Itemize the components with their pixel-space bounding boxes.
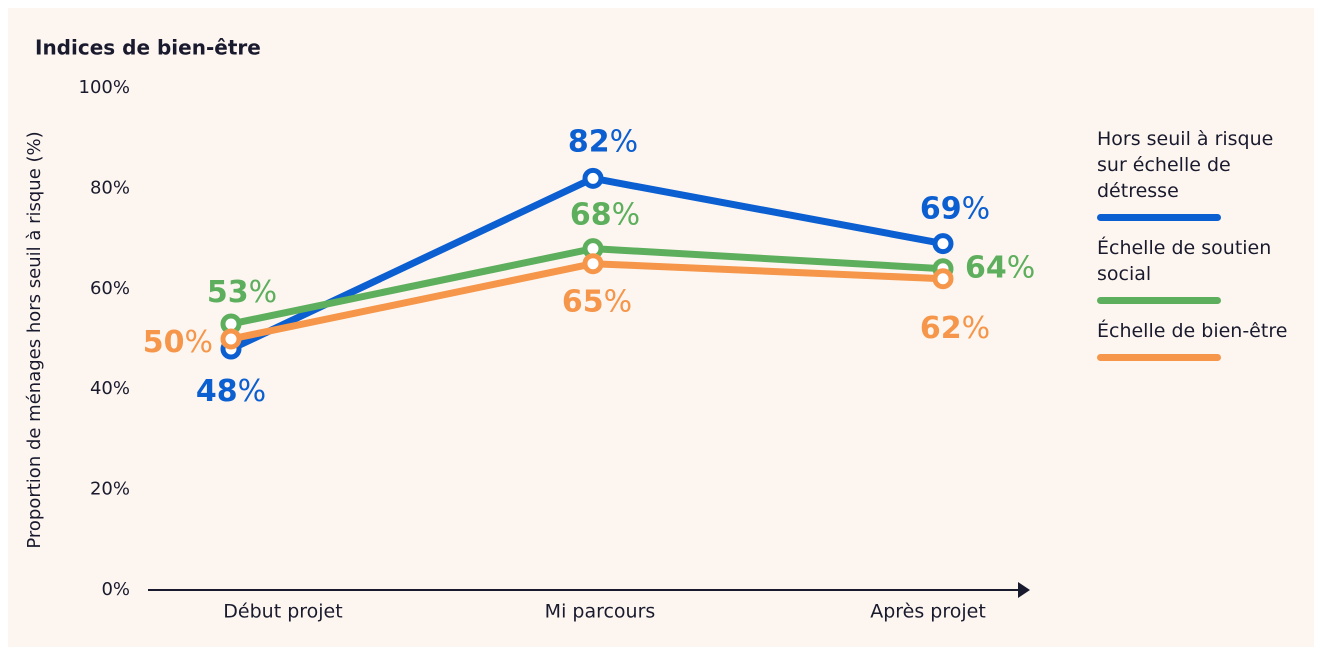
- legend-item: Échelle de soutien social: [1097, 235, 1302, 304]
- y-tick-label: 0%: [101, 579, 130, 600]
- data-label-number: 50: [143, 325, 185, 360]
- x-tick-label: Après projet: [870, 601, 986, 623]
- data-label-unit: %: [1007, 250, 1036, 285]
- data-label-number: 68: [570, 197, 612, 232]
- point: [582, 167, 604, 189]
- data-label: 50%: [143, 325, 213, 360]
- data-label-unit: %: [962, 310, 991, 345]
- legend-label: Hors seuil à risque sur échelle de détre…: [1097, 128, 1274, 202]
- point: [932, 268, 954, 290]
- data-label: 68%: [570, 197, 640, 232]
- data-label: 65%: [562, 284, 632, 319]
- data-label: 62%: [920, 310, 990, 345]
- data-label: 82%: [568, 124, 638, 159]
- data-label: 48%: [196, 374, 266, 409]
- point: [220, 328, 242, 350]
- legend-swatch: [1097, 354, 1221, 361]
- data-label-number: 62: [920, 310, 962, 345]
- legend-label: Échelle de bien-être: [1097, 320, 1288, 342]
- y-tick-label: 100%: [79, 77, 130, 98]
- legend: Hors seuil à risque sur échelle de détre…: [1097, 126, 1302, 375]
- data-label: 53%: [207, 274, 277, 309]
- data-label-number: 82: [568, 124, 610, 159]
- y-tick-label: 40%: [90, 378, 130, 399]
- legend-item: Échelle de bien-être: [1097, 318, 1302, 361]
- data-label-unit: %: [184, 325, 213, 360]
- data-label: 64%: [965, 250, 1035, 285]
- data-label-unit: %: [612, 197, 641, 232]
- point: [932, 233, 954, 255]
- y-axis-label: Proportion de ménages hors seuil à risqu…: [24, 131, 45, 548]
- data-label-number: 64: [965, 250, 1007, 285]
- legend-label: Échelle de soutien social: [1097, 237, 1272, 285]
- x-axis-arrow: [1018, 582, 1030, 598]
- data-label-unit: %: [249, 274, 278, 309]
- legend-item: Hors seuil à risque sur échelle de détre…: [1097, 126, 1302, 221]
- legend-swatch: [1097, 297, 1221, 304]
- y-tick-label: 60%: [90, 278, 130, 299]
- x-tick-label: Mi parcours: [545, 601, 656, 623]
- data-label-unit: %: [610, 124, 639, 159]
- x-tick-label: Début projet: [223, 601, 342, 623]
- data-label-number: 69: [920, 191, 962, 226]
- data-label: 69%: [920, 191, 990, 226]
- legend-swatch: [1097, 214, 1221, 221]
- y-tick-label: 20%: [90, 479, 130, 500]
- y-tick-label: 80%: [90, 177, 130, 198]
- data-label-unit: %: [238, 374, 267, 409]
- data-label-unit: %: [962, 191, 991, 226]
- data-label-number: 65: [562, 284, 604, 319]
- data-label-number: 48: [196, 374, 238, 409]
- data-label-number: 53: [207, 274, 249, 309]
- chart-title: Indices de bien-être: [35, 36, 261, 60]
- point: [582, 253, 604, 275]
- data-label-unit: %: [604, 284, 633, 319]
